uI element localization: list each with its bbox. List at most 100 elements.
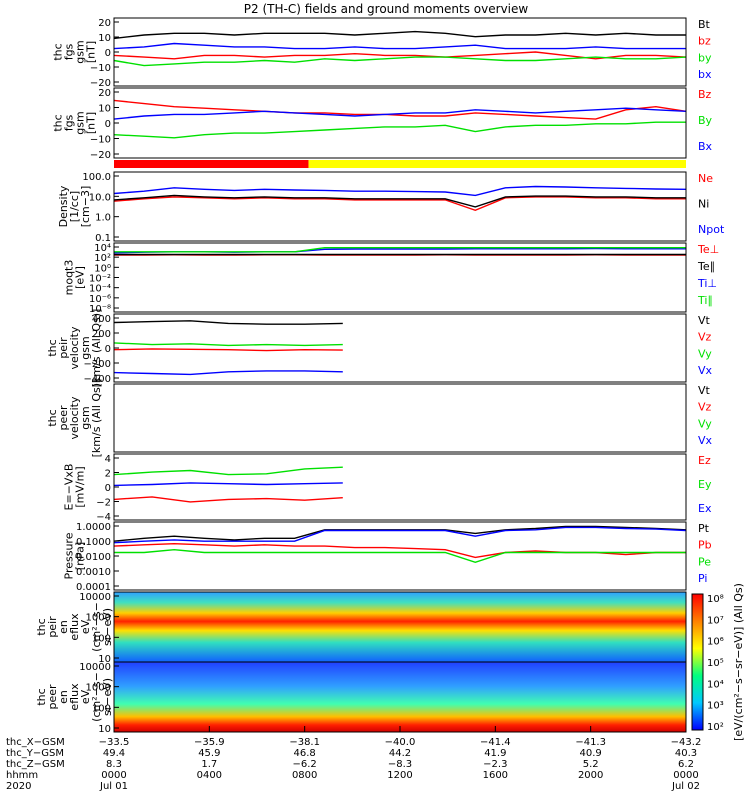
x-tick-label: 1.7 [201, 759, 217, 770]
series-line-Pb [114, 544, 686, 558]
series-line-Ni [114, 195, 686, 207]
x-tick-label: −8.3 [388, 759, 412, 770]
mode-bar-red [114, 160, 308, 168]
panel-frame [114, 243, 686, 312]
y-tick-label: 10 [98, 104, 111, 115]
y-tick-label: −10 [90, 63, 111, 74]
y-axis-label: E=−VxB[mV/m] [63, 464, 87, 511]
y-tick-label: 2 [105, 469, 111, 480]
x-tick-label: −41.3 [575, 737, 606, 748]
x-row-label: thc_X−GSM [6, 737, 65, 748]
x-tick-label: −38.1 [289, 737, 320, 748]
y-axis-label: moqt3[eV] [63, 260, 87, 296]
legend-Vy: Vy [698, 347, 712, 360]
legend-Vz: Vz [698, 401, 712, 414]
y-tick-label: 0 [105, 119, 111, 130]
colorbar: 10⁸10⁷10⁶10⁵10⁴10³10² [eV/(cm²−s−sr−eV)] … [692, 583, 745, 741]
colorbar-gradient [692, 594, 703, 730]
series-line-Ti∥ [114, 248, 686, 252]
legend-Ne: Ne [698, 172, 713, 185]
panel-frame [114, 314, 686, 382]
x-tick-label: 0800 [292, 770, 317, 781]
mode-bar-yellow [308, 160, 686, 168]
series-line-By [114, 122, 686, 138]
x-row-label: hhmm [6, 770, 38, 781]
legend-Vt: Vt [698, 314, 711, 327]
panel-frame [114, 88, 686, 158]
y-tick-label: 20 [98, 88, 111, 99]
x-tick-label: 0000 [673, 770, 698, 781]
legend-Vt: Vt [698, 384, 711, 397]
x-row-label: thc_Y−GSM [6, 748, 64, 759]
panel-6: thcpeervelocitygsm[km/s (All Qs)] VtVzVyV… [46, 379, 713, 458]
x-tick-label: 0000 [101, 770, 126, 781]
legend-By: By [698, 114, 713, 127]
x-tick-label: 1200 [387, 770, 412, 781]
legend-Pb: Pb [698, 539, 712, 552]
y-axis-label: thcpeervelocitygsm[km/s (All Qs)] [46, 379, 103, 458]
panel-frame [114, 172, 686, 241]
y-tick-label: 10000 [79, 592, 111, 603]
y-tick-label: −20 [90, 150, 111, 161]
panel-9: 10000 1000 100 10 thcpeirenefluxeV(cm²−s−sr−… [35, 592, 686, 665]
legend-Ti⊥: Ti⊥ [697, 277, 717, 290]
series-line-bx [114, 44, 686, 49]
y-axis-label: thcpeirenefluxeV(cm²−s−sr−eV) [35, 602, 114, 652]
spectrogram-image [114, 662, 686, 732]
series-line-Ey [114, 467, 343, 474]
x-axis: −33.549.48.30000Jul 01−35.945.91.70400−3… [6, 726, 701, 792]
x-tick-label: 2000 [578, 770, 603, 781]
y-axis-label: thcfgsgsm[nT] [52, 40, 98, 63]
legend-Te∥: Te∥ [697, 260, 715, 273]
y-tick-label: 10 [98, 33, 111, 44]
panel-2: 20 10 0 −10 −20 thcfgsgsm[nT] Bz By Bx [52, 88, 713, 161]
legend-Pi: Pi [698, 572, 707, 585]
series-line-Vx [114, 371, 343, 375]
x-tick-label: 45.9 [198, 748, 220, 759]
y-axis-label: thcpeirvelocitygsm[km/s (All Qs)] [46, 309, 103, 388]
legend-Ez: Ez [698, 454, 711, 467]
legend-Vz: Vz [698, 331, 712, 344]
colorbar-tick-label: 10² [707, 722, 724, 733]
panel-1: 20 10 0 −10 −20 thcfgsgsm[nT] Bt bz by bx [52, 18, 712, 89]
y-tick-label: 20 [98, 18, 111, 29]
y-axis-label: thcfgsgsm[nT] [52, 111, 98, 134]
y-tick-label: 10.0 [89, 192, 111, 203]
y-tick-label: 0 [105, 483, 111, 494]
series-line-Npot [114, 187, 686, 196]
series-line-Bt [114, 32, 686, 39]
x-tick-label: −33.5 [99, 737, 130, 748]
colorbar-tick-label: 10⁵ [707, 658, 724, 669]
y-tick-label: 4 [105, 454, 111, 465]
y-tick-label: 10000 [79, 662, 111, 673]
series-line-Vy [114, 343, 343, 346]
legend-Pt: Pt [698, 522, 710, 535]
legend-Bx: Bx [698, 140, 713, 153]
x-tick-label: −40.0 [385, 737, 416, 748]
series-line-Ex [114, 483, 343, 486]
x-tick-label: −43.2 [671, 737, 702, 748]
y-tick-label: 1.0000 [76, 522, 111, 533]
legend-Ey: Ey [698, 478, 712, 491]
panel-frame [114, 18, 686, 86]
panel-frame [114, 384, 686, 452]
panel-frame [114, 454, 686, 520]
x-row-label: 2020 [6, 781, 31, 792]
colorbar-tick-label: 10⁶ [707, 637, 724, 648]
legend-Ti∥: Ti∥ [697, 294, 713, 307]
legend-Bt: Bt [698, 18, 711, 31]
figure-title: P2 (TH-C) fields and ground moments over… [244, 2, 529, 16]
y-tick-label: −2 [96, 498, 111, 509]
colorbar-tick-label: 10⁷ [707, 615, 724, 626]
x-tick-label: 8.3 [106, 759, 122, 770]
series-line-Pe [114, 550, 686, 563]
legend-by: by [698, 51, 712, 64]
legend-Vy: Vy [698, 417, 712, 430]
x-row-label: thc_Z−GSM [6, 759, 65, 770]
x-tick-label: 40.9 [580, 748, 602, 759]
overview-figure: P2 (TH-C) fields and ground moments over… [0, 0, 750, 800]
colorbar-tick-label: 10⁴ [707, 679, 724, 690]
colorbar-tick-label: 10³ [707, 701, 724, 712]
